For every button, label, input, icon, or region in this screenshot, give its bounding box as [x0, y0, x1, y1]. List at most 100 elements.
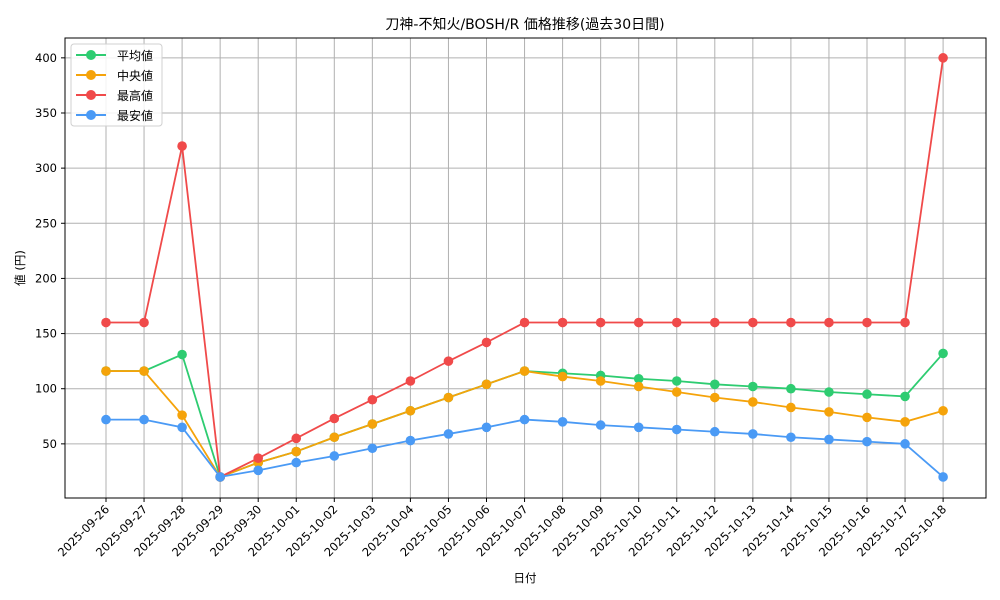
y-tick-label: 150 [35, 327, 57, 341]
data-point [862, 317, 872, 328]
data-point [291, 457, 302, 468]
legend-label: 最安値 [117, 108, 153, 123]
data-point [938, 348, 948, 359]
legend-item: 最高値 [76, 88, 153, 103]
data-point [443, 429, 454, 439]
data-point [633, 381, 644, 392]
y-tick-label: 250 [35, 216, 57, 230]
data-point [177, 410, 187, 420]
data-point [519, 414, 530, 425]
data-point [824, 434, 834, 445]
y-tick-label: 350 [35, 106, 57, 120]
data-point [139, 414, 149, 425]
data-point [405, 435, 416, 446]
data-point [177, 349, 187, 360]
data-point [671, 376, 682, 386]
series-line [101, 414, 948, 482]
data-point [710, 426, 720, 437]
data-point [824, 407, 834, 417]
data-point [139, 317, 149, 328]
data-point [595, 317, 606, 328]
data-series [101, 53, 948, 482]
data-point [329, 413, 340, 424]
y-tick-label: 200 [35, 271, 57, 285]
data-point [710, 392, 720, 403]
data-point [291, 446, 302, 457]
data-point [824, 317, 834, 328]
data-point [177, 141, 187, 151]
data-point [177, 422, 187, 433]
y-axis-ticks: 50 100 150 200 250 300 350 400 [35, 51, 65, 451]
data-point [710, 317, 720, 328]
data-point [481, 379, 492, 390]
data-point [786, 432, 796, 443]
x-axis-ticks: 2025-09-262025-09-272025-09-282025-09-29… [55, 498, 949, 559]
data-point [519, 317, 530, 328]
data-point [900, 416, 910, 427]
data-point [824, 387, 834, 397]
data-point [633, 317, 644, 328]
data-point [329, 432, 340, 443]
series-line [101, 53, 948, 482]
data-point [443, 356, 454, 366]
x-axis-label: 日付 [514, 571, 537, 585]
y-tick-label: 50 [42, 437, 57, 451]
data-point [862, 412, 872, 423]
y-axis-label: 値 (円) [13, 250, 27, 286]
data-point [329, 451, 340, 461]
data-point [405, 376, 416, 386]
data-point [557, 371, 568, 382]
data-point [938, 53, 948, 63]
data-point [748, 397, 758, 407]
data-point [671, 387, 682, 397]
legend-item: 中央値 [76, 68, 153, 83]
legend-label: 最高値 [117, 88, 153, 103]
data-point [367, 394, 378, 405]
data-point [481, 337, 492, 348]
data-point [557, 416, 568, 427]
data-point [862, 389, 872, 400]
data-point [215, 472, 225, 482]
data-point [519, 366, 530, 376]
legend-item: 最安値 [76, 108, 153, 123]
data-point [786, 402, 796, 413]
data-point [367, 419, 378, 429]
chart-title: 刀神-不知火/BOSH/R 価格推移(過去30日間) [385, 16, 664, 33]
legend-label: 中央値 [117, 68, 153, 83]
data-point [253, 453, 263, 463]
data-point [443, 392, 454, 403]
y-tick-label: 100 [35, 382, 57, 396]
data-point [938, 405, 948, 416]
data-point [101, 366, 111, 376]
data-point [291, 433, 302, 444]
data-point [633, 422, 644, 433]
data-point [900, 317, 910, 328]
plot-frame [64, 37, 987, 499]
data-point [367, 443, 378, 454]
data-point [900, 439, 910, 449]
data-point [405, 405, 416, 416]
data-point [748, 317, 758, 328]
data-point [862, 436, 872, 447]
y-tick-label: 300 [35, 161, 57, 175]
data-point [671, 424, 682, 435]
data-point [557, 317, 568, 328]
data-point [786, 383, 796, 394]
data-point [101, 317, 111, 328]
data-point [101, 414, 111, 425]
data-point [481, 422, 492, 433]
data-point [671, 317, 682, 328]
data-point [748, 381, 758, 392]
data-point [253, 465, 263, 476]
data-point [633, 373, 644, 384]
grid-lines [65, 38, 986, 498]
data-point [938, 472, 948, 482]
data-point [710, 379, 720, 390]
data-point [595, 376, 606, 386]
data-point [748, 429, 758, 439]
legend-item: 平均値 [76, 48, 153, 63]
data-point [595, 420, 606, 430]
data-point [786, 317, 796, 328]
